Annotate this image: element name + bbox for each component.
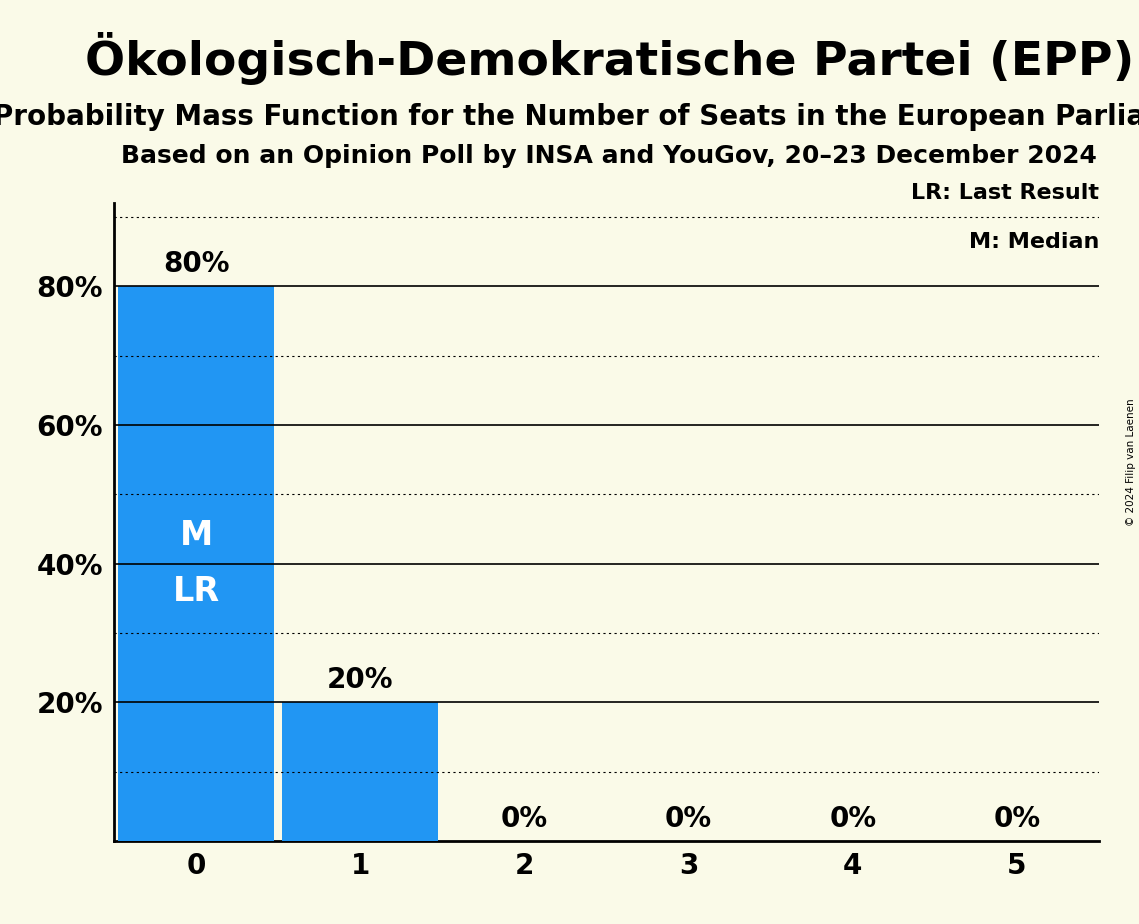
Text: 0%: 0% [993,805,1041,833]
Text: 20%: 20% [327,666,393,694]
Text: M: M [179,519,213,553]
Text: M: Median: M: Median [969,232,1099,252]
Text: Probability Mass Function for the Number of Seats in the European Parliament: Probability Mass Function for the Number… [0,103,1139,131]
Text: 0%: 0% [501,805,548,833]
Text: 0%: 0% [665,805,712,833]
Text: LR: LR [172,575,220,608]
Text: Based on an Opinion Poll by INSA and YouGov, 20–23 December 2024: Based on an Opinion Poll by INSA and You… [122,144,1097,168]
Text: Ökologisch-Demokratische Partei (EPP): Ökologisch-Demokratische Partei (EPP) [84,32,1134,85]
Text: © 2024 Filip van Laenen: © 2024 Filip van Laenen [1126,398,1136,526]
Text: LR: Last Result: LR: Last Result [911,183,1099,203]
Bar [282,702,439,841]
Text: 80%: 80% [163,250,229,278]
Bar [118,286,274,841]
Text: 0%: 0% [829,805,876,833]
